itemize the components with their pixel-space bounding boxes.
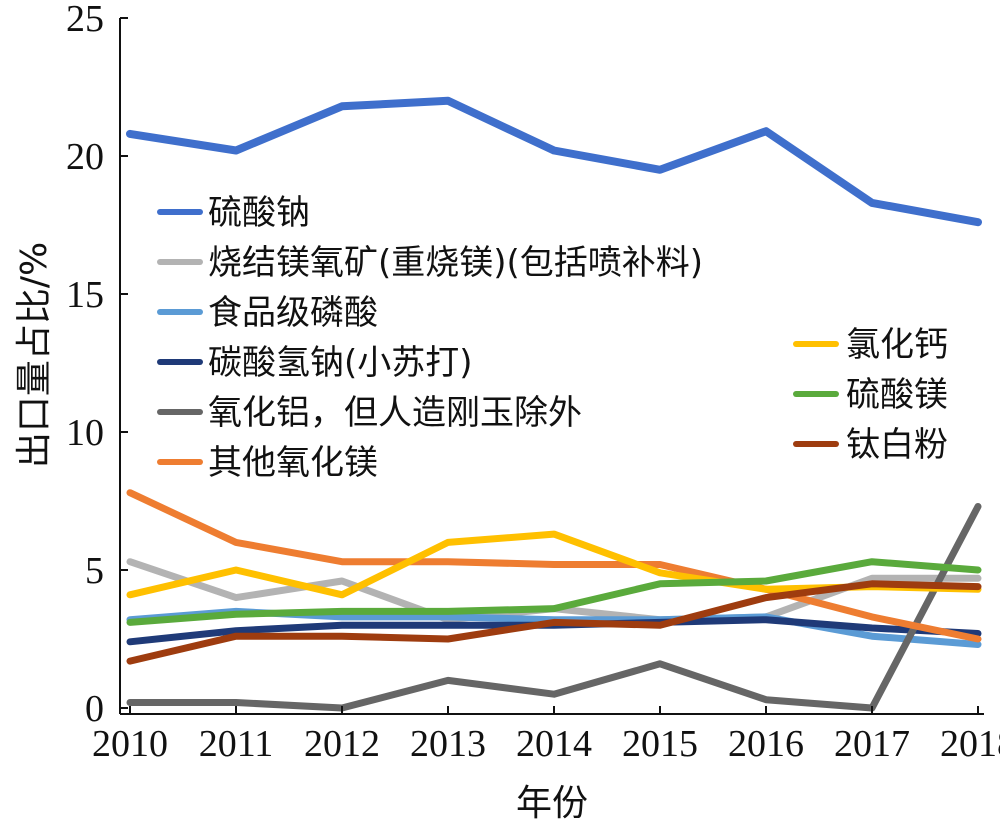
x-tick-label: 2012	[304, 723, 380, 765]
series-line-5	[126, 489, 982, 643]
legend-label: 碳酸氢钠(小苏打)	[208, 343, 473, 383]
legend-label: 氧化铝，但人造刚玉除外	[208, 393, 582, 433]
x-axis-title: 年份	[516, 783, 588, 824]
y-tick-label: 20	[66, 136, 104, 178]
series-line-8	[126, 580, 982, 665]
y-tick-label: 0	[85, 688, 104, 730]
x-tick-label: 2018	[940, 723, 1000, 765]
series-line-7	[126, 558, 982, 626]
legend-label: 硫酸镁	[846, 375, 948, 415]
series-line-0	[126, 96, 982, 227]
axis-layer: 0 5 10 15 20 25 2010 2011 2012 2013 2014 2015 2016 20…	[66, 0, 1000, 765]
y-axis-title: 出口量占比/%	[14, 242, 55, 468]
x-tick-label: 2010	[92, 723, 168, 765]
x-tick-label: 2015	[622, 723, 698, 765]
legend-label: 钛白粉	[846, 425, 948, 465]
x-tick-label: 2011	[199, 723, 274, 765]
y-tick-label: 5	[85, 550, 104, 592]
x-tick-label: 2013	[410, 723, 486, 765]
legend-label: 其他氧化镁	[208, 443, 378, 483]
legend-label: 食品级磷酸	[208, 293, 378, 333]
series-layer	[126, 96, 982, 712]
legend-label: 硫酸钠	[208, 193, 310, 233]
x-tick-label: 2014	[516, 723, 592, 765]
y-tick-label: 10	[66, 412, 104, 454]
x-tick-label: 2016	[728, 723, 804, 765]
y-tick-label: 25	[66, 0, 104, 40]
y-tick-label: 15	[66, 274, 104, 316]
series-line-4	[126, 503, 982, 712]
legend-label: 烧结镁氧矿(重烧镁)(包括喷补料)	[208, 243, 703, 283]
x-tick-label: 2017	[834, 723, 910, 765]
legend-label: 氯化钙	[846, 325, 948, 365]
